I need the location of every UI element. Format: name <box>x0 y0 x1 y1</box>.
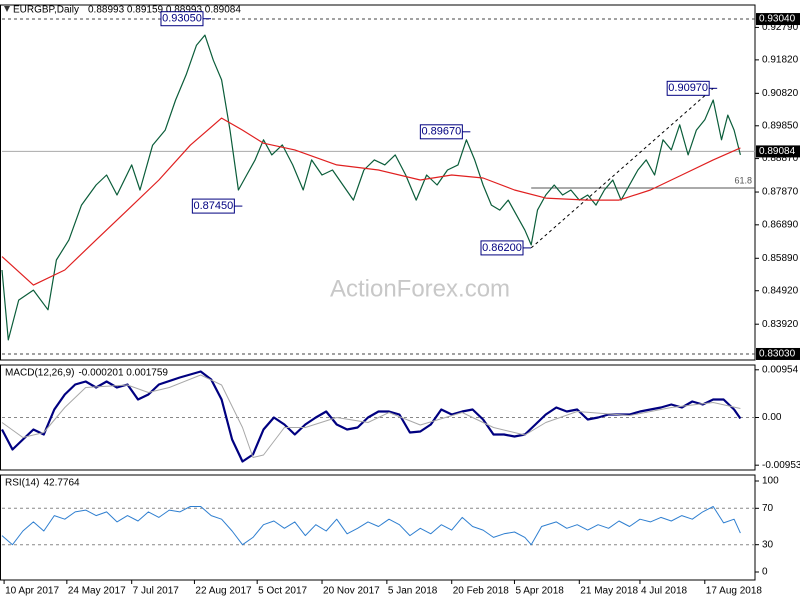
indicator-readout: -0.000201 0.001759 <box>78 368 168 379</box>
y-tick-label: 70 <box>762 503 774 514</box>
price-tag <box>756 145 800 158</box>
y-tick-label: 0.87870 <box>762 187 799 198</box>
annotation-box <box>480 240 524 256</box>
fib-label: 61.8 <box>734 175 752 185</box>
series-line <box>1 506 741 546</box>
annotation-label: 0.89670 <box>421 126 461 138</box>
trendline <box>530 87 714 249</box>
series-line <box>1 34 741 341</box>
y-tick-label: 0.83920 <box>762 319 799 330</box>
series-line <box>1 374 741 458</box>
indicator-title: MACD(12,26,9) <box>5 368 74 379</box>
x-tick-label: 17 Aug 2018 <box>706 586 763 597</box>
y-tick-label: 0.84920 <box>762 285 799 296</box>
x-tick-label: 20 Feb 2018 <box>453 586 510 597</box>
y-tick-label: 0.00954 <box>762 364 799 375</box>
annotation-label: 0.87450 <box>193 200 233 212</box>
annotation-label: 0.93050 <box>162 13 202 25</box>
price-tag-label: 0.89084 <box>759 146 796 157</box>
annotation-box <box>666 80 710 96</box>
panel-frame <box>0 474 756 581</box>
ohlc-readout: 0.88993 0.89159 0.88993 0.89084 <box>88 5 241 16</box>
y-tick-label: 0.92790 <box>762 22 799 33</box>
indicator-readout: 42.7764 <box>43 478 80 489</box>
annotation-label: 0.86200 <box>482 242 522 254</box>
y-tick-label: 0.90820 <box>762 88 799 99</box>
x-tick-label: 7 Jul 2017 <box>133 586 180 597</box>
x-tick-label: 22 Aug 2017 <box>195 586 252 597</box>
series-line <box>1 117 741 286</box>
y-tick-label: 30 <box>762 539 774 550</box>
x-tick-label: 20 Nov 2017 <box>323 586 380 597</box>
x-tick-label: 5 Jan 2018 <box>388 586 438 597</box>
y-tick-label: 0.91820 <box>762 55 799 66</box>
watermark: ActionForex.com <box>330 275 510 302</box>
indicator-title: RSI(14) <box>5 478 39 489</box>
y-tick-label: 0 <box>762 567 768 578</box>
y-tick-label: 0.86890 <box>762 219 799 230</box>
x-tick-label: 21 May 2018 <box>580 586 638 597</box>
x-tick-label: 10 Apr 2017 <box>5 586 59 597</box>
y-tick-label: 0.85890 <box>762 253 799 264</box>
price-tag <box>756 13 800 26</box>
panel-frame <box>0 4 756 361</box>
y-tick-label: 100 <box>762 476 779 487</box>
y-tick-label: 0.88870 <box>762 153 799 164</box>
symbol: EURGBP,Daily <box>13 5 79 16</box>
x-tick-label: 5 Oct 2017 <box>258 586 307 597</box>
annotation-box <box>191 198 235 214</box>
x-tick-label: 5 Apr 2018 <box>515 586 564 597</box>
annotation-box <box>419 124 463 140</box>
x-tick-label: 24 May 2017 <box>68 586 126 597</box>
price-tag-label: 0.93040 <box>759 14 796 25</box>
annotation-label: 0.90970 <box>668 82 708 94</box>
price-tag-label: 0.83030 <box>759 349 796 360</box>
symbol-icon <box>4 6 10 12</box>
y-tick-label: 0.89850 <box>762 120 799 131</box>
x-tick-label: 4 Jul 2018 <box>641 586 688 597</box>
annotation-box <box>160 11 204 27</box>
y-tick-label: 0.00 <box>762 412 782 423</box>
y-tick-label: -0.009538 <box>762 460 800 471</box>
price-tag <box>756 347 800 360</box>
